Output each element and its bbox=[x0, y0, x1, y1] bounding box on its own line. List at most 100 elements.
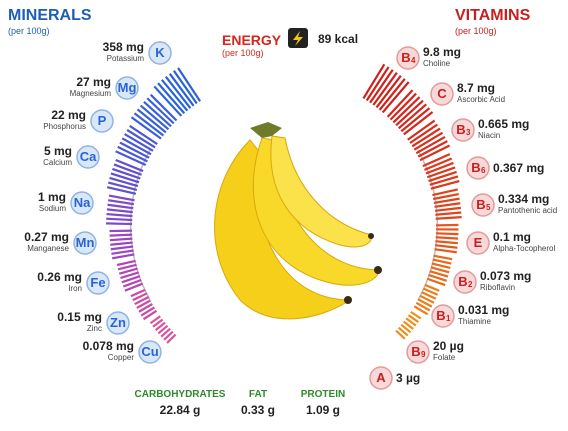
bar-stripe bbox=[362, 63, 386, 99]
bar-stripe bbox=[134, 296, 150, 306]
vitamin-name: Ascorbic Acid bbox=[457, 95, 506, 104]
bar-stripe bbox=[109, 176, 139, 188]
bar-stripe bbox=[415, 135, 446, 155]
bar-stripe bbox=[118, 267, 138, 275]
bar-stripe bbox=[163, 330, 174, 341]
bar-stripe bbox=[403, 320, 414, 330]
bar-stripe bbox=[395, 329, 406, 340]
bar-stripe bbox=[369, 69, 394, 104]
badge-symbol: Na bbox=[73, 195, 91, 210]
mineral-amount: 1 mg bbox=[37, 190, 66, 204]
vitamin-name: Alpha-Tocopherol bbox=[493, 244, 556, 253]
bar-stripe bbox=[120, 271, 139, 280]
badge bbox=[471, 193, 495, 217]
bar-stripe bbox=[117, 145, 148, 163]
banana bbox=[214, 122, 382, 320]
mineral-amount: 358 mg bbox=[102, 40, 144, 54]
bar-stripe bbox=[424, 283, 440, 292]
badge-subscript: 3 bbox=[466, 128, 471, 137]
bar-stripe bbox=[375, 75, 402, 109]
bar-stripe bbox=[157, 82, 186, 115]
badge bbox=[86, 271, 110, 295]
badge-symbol: A bbox=[376, 370, 386, 385]
bar-stripe bbox=[372, 72, 398, 106]
bar-stripe bbox=[143, 101, 172, 128]
badge-subscript: 1 bbox=[446, 314, 451, 323]
vitamin-amount: 0.1 mg bbox=[493, 230, 532, 244]
vitamin-amount: 0.073 mg bbox=[480, 269, 532, 283]
bar-stripe bbox=[109, 237, 133, 242]
minerals-title: MINERALS bbox=[8, 7, 92, 24]
badge bbox=[451, 118, 475, 142]
bar-stripe bbox=[415, 301, 431, 312]
vitamin-name: Choline bbox=[423, 59, 451, 68]
badge-symbol: E bbox=[473, 235, 483, 250]
macro-name: PROTEIN bbox=[300, 389, 346, 400]
badge bbox=[396, 46, 420, 70]
bar-stripe bbox=[421, 291, 437, 300]
bar-stripe bbox=[435, 211, 462, 216]
badge-symbol: B bbox=[436, 308, 446, 323]
macro-name: CARBOHYDRATES bbox=[134, 389, 226, 400]
bar-stripe bbox=[407, 314, 419, 323]
bar-stripe bbox=[124, 282, 143, 292]
bar-stripe bbox=[110, 172, 140, 184]
bar-stripe bbox=[136, 299, 151, 309]
bar-stripe bbox=[430, 179, 460, 190]
vitamin-amount: 0.031 mg bbox=[458, 303, 510, 317]
badge bbox=[148, 41, 172, 65]
badge-subscript: 6 bbox=[481, 166, 486, 175]
vitamin-name: Pantothenic acid bbox=[498, 206, 558, 215]
bar-stripe bbox=[431, 262, 451, 269]
bar-stripe bbox=[432, 192, 459, 201]
bar-stripe bbox=[157, 324, 169, 335]
badge-symbol: B bbox=[401, 50, 411, 65]
bar-stripe bbox=[126, 129, 156, 149]
mineral-name: Phosphorus bbox=[43, 122, 86, 131]
mineral-name: Potassium bbox=[106, 54, 144, 63]
badge-symbol: B bbox=[476, 197, 486, 212]
badge-symbol: Cu bbox=[141, 344, 159, 359]
badge bbox=[406, 340, 430, 364]
badge bbox=[76, 145, 100, 169]
mineral-amount: 0.26 mg bbox=[37, 270, 82, 284]
minerals-subtitle: (per 100g) bbox=[8, 26, 50, 36]
bar-stripe bbox=[400, 107, 431, 133]
bar-stripe bbox=[121, 137, 152, 156]
badge bbox=[70, 191, 94, 215]
bar-stripe bbox=[132, 292, 148, 302]
badge bbox=[431, 304, 455, 328]
bar-stripe bbox=[425, 161, 454, 175]
bar-stripe bbox=[140, 306, 155, 317]
mineral-name: Sodium bbox=[38, 204, 66, 213]
vitamin-amount: 8.7 mg bbox=[457, 81, 496, 95]
mineral-name: Calcium bbox=[43, 158, 72, 167]
bar-stripe bbox=[106, 217, 133, 222]
bar-stripe bbox=[405, 317, 417, 327]
bar-stripe bbox=[411, 127, 441, 148]
badge-subscript: 2 bbox=[468, 280, 473, 289]
vitamin-amount: 0.665 mg bbox=[478, 117, 530, 131]
bar-stripe bbox=[381, 81, 410, 114]
bar-stripe bbox=[422, 287, 439, 296]
badge-symbol: Zn bbox=[110, 315, 126, 330]
bar-stripe bbox=[154, 321, 166, 331]
badge-subscript: 4 bbox=[411, 56, 416, 65]
mineral-amount: 27 mg bbox=[76, 75, 111, 89]
badge-symbol: K bbox=[155, 45, 165, 60]
bar-stripe bbox=[172, 70, 198, 105]
mineral-name: Copper bbox=[107, 353, 134, 362]
bar-stripe bbox=[115, 150, 147, 166]
badge-symbol: Mn bbox=[75, 235, 95, 250]
bar-stripe bbox=[378, 78, 406, 111]
bar-stripe bbox=[142, 309, 158, 321]
bar-stripe bbox=[434, 248, 457, 254]
bar-stripe bbox=[119, 141, 150, 159]
bar-stripe bbox=[110, 241, 133, 246]
badge bbox=[90, 109, 114, 133]
bar-stripe bbox=[136, 108, 167, 134]
badge bbox=[430, 82, 454, 106]
bar-stripe bbox=[166, 333, 177, 344]
